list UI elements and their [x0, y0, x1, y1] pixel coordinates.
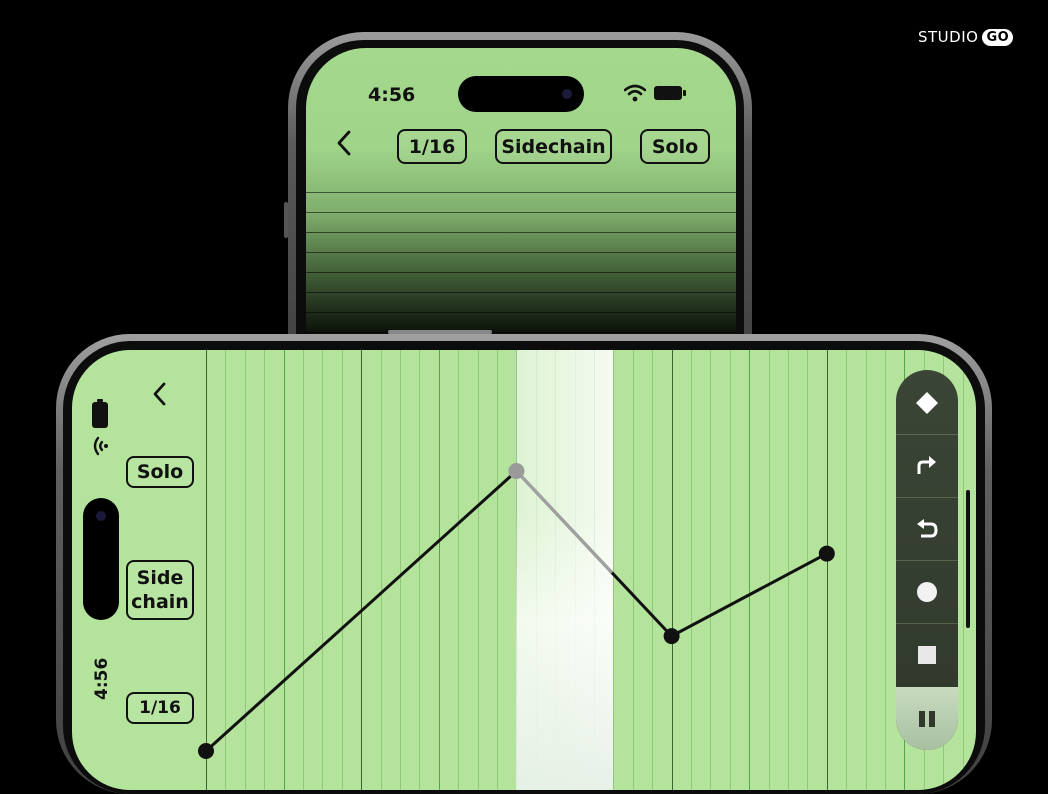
redo-button[interactable] [896, 435, 958, 497]
toolbar-divider [896, 434, 958, 435]
grid-step-line [865, 350, 867, 790]
grid-step-line [380, 350, 382, 790]
sidechain-button[interactable]: Side chain [126, 560, 194, 620]
toolbar-divider [896, 623, 958, 624]
vertical-scrollbar[interactable] [966, 490, 970, 628]
grid-step-line [244, 350, 246, 790]
automation-point[interactable] [508, 463, 525, 479]
diamond-icon [916, 392, 938, 414]
grid-step-line [264, 350, 266, 790]
back-chevron-icon[interactable] [334, 128, 356, 158]
brand-studio-text: STUDIO [918, 28, 979, 46]
wifi-icon [624, 84, 646, 102]
battery-icon [654, 86, 686, 100]
grid-step-line [807, 350, 809, 790]
automation-point[interactable] [198, 743, 214, 759]
grid-step-line [225, 350, 227, 790]
automation-segment [204, 469, 518, 753]
grid-step-line [826, 350, 828, 790]
grid-1-16-button[interactable]: 1/16 [397, 129, 467, 164]
stop-icon [918, 646, 936, 664]
automation-segment [670, 552, 828, 638]
sidechain-label-line2: chain [131, 591, 189, 613]
back-chevron-icon[interactable] [150, 380, 170, 408]
grid-step-line [652, 350, 654, 790]
grid-step-line [458, 350, 460, 790]
undo-icon [917, 519, 938, 538]
status-time: 4:56 [368, 84, 416, 106]
phone-side-button [388, 330, 492, 334]
record-button[interactable] [896, 561, 958, 623]
toolbar-divider [896, 560, 958, 561]
track-lines [306, 192, 736, 352]
grid-step-line [438, 350, 440, 790]
automation-segment-highlighted [515, 469, 614, 574]
redo-icon [917, 456, 936, 474]
grid-step-line [846, 350, 848, 790]
status-time: 4:56 [92, 657, 112, 700]
grid-step-line [729, 350, 731, 790]
brand-go-badge: GO [982, 28, 1014, 46]
grid-step-line [283, 350, 285, 790]
wifi-icon [93, 436, 108, 456]
grid-step-line [749, 350, 751, 790]
grid-step-line [400, 350, 401, 790]
grid-step-line [322, 350, 324, 790]
phone-side-button [284, 202, 288, 238]
solo-button[interactable]: Solo [640, 129, 710, 164]
landscape-screen: 4:56 Solo Side chain 1/16 [72, 350, 976, 790]
grid-step-line [962, 350, 964, 790]
landscape-phone: 4:56 Solo Side chain 1/16 [56, 330, 992, 794]
grid-step-line [691, 350, 692, 790]
grid-step-line [303, 350, 304, 790]
grid-step-line [497, 350, 498, 790]
grid-step-line [477, 350, 479, 790]
transport-toolbar [896, 370, 958, 750]
camera-icon [562, 89, 572, 99]
grid-step-line [710, 350, 712, 790]
grid-step-line [632, 350, 634, 790]
sidechain-label-line1: Side [136, 567, 184, 589]
battery-icon [92, 399, 108, 428]
grid-step-line [768, 350, 770, 790]
dynamic-island [83, 498, 119, 620]
toolbar-divider [896, 497, 958, 498]
pause-icon [919, 710, 935, 727]
diamond-button[interactable] [896, 372, 958, 434]
automation-point[interactable] [663, 628, 680, 645]
automation-curve[interactable] [72, 350, 976, 790]
studio-go-logo: STUDIO GO [918, 26, 1014, 48]
grid-step-line [341, 350, 343, 790]
grid-step-line [885, 350, 886, 790]
solo-button[interactable]: Solo [126, 456, 194, 488]
stop-button[interactable] [896, 624, 958, 686]
automation-point[interactable] [818, 545, 835, 562]
dynamic-island [458, 76, 584, 112]
grid-step-line [419, 350, 421, 790]
grid-step-line [206, 350, 207, 790]
record-icon [917, 582, 937, 602]
grid-step-line [671, 350, 673, 790]
grid-step-line [361, 350, 363, 790]
grid-step-line [788, 350, 789, 790]
sidechain-button[interactable]: Sidechain [495, 129, 612, 164]
camera-icon [96, 511, 106, 521]
pause-button[interactable] [896, 687, 958, 750]
undo-button[interactable] [896, 498, 958, 560]
grid-step-line [613, 350, 615, 790]
grid-1-16-button[interactable]: 1/16 [126, 692, 194, 724]
